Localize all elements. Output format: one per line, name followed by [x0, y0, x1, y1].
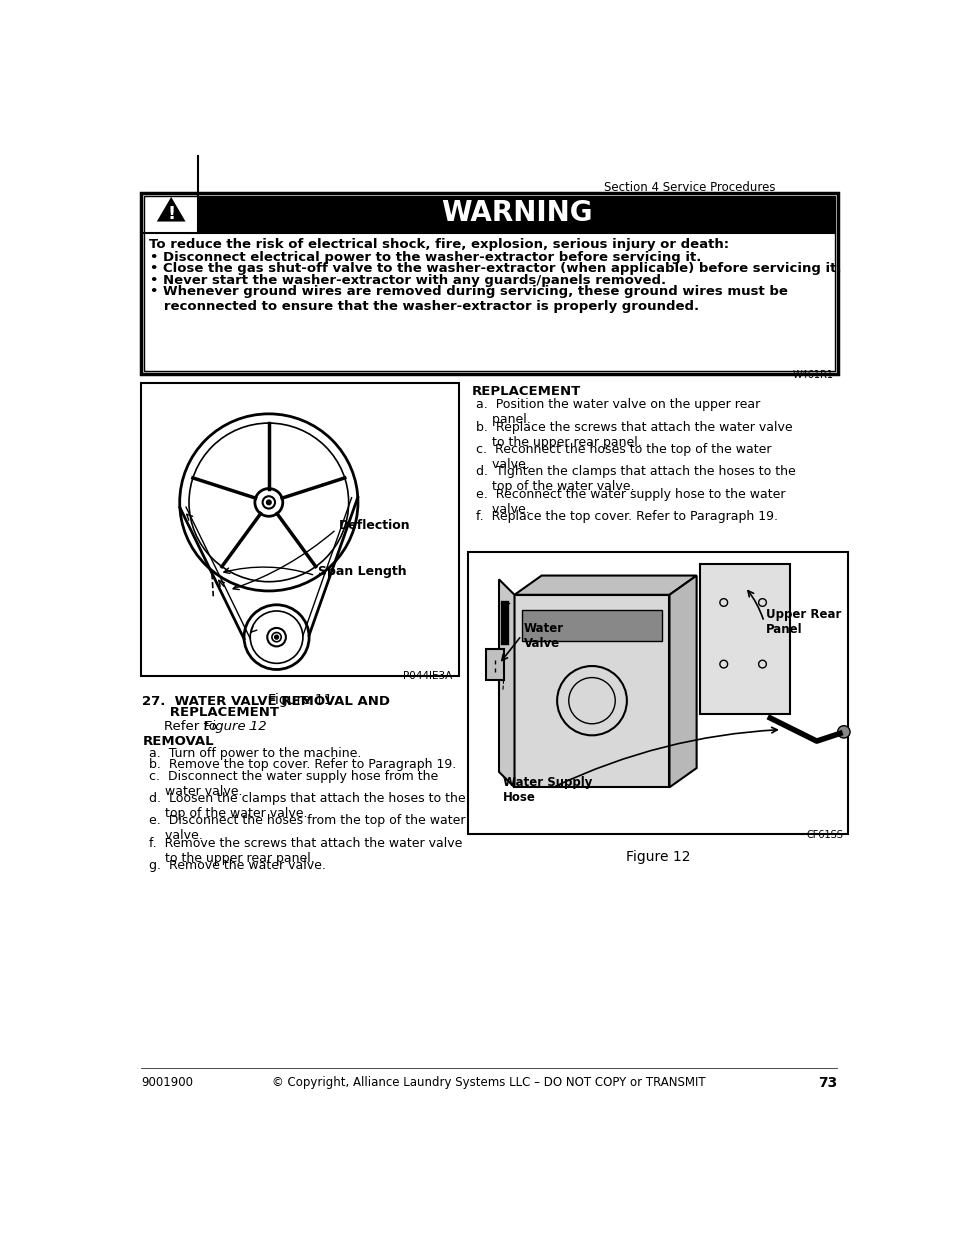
Text: • Disconnect electrical power to the washer-extractor before servicing it.: • Disconnect electrical power to the was…	[150, 251, 700, 263]
Text: • Close the gas shut-off valve to the washer-extractor (when applicable) before : • Close the gas shut-off valve to the wa…	[150, 262, 841, 275]
Text: a.  Turn off power to the machine.: a. Turn off power to the machine.	[149, 747, 360, 761]
Bar	[198, 196, 835, 233]
Text: Water Supply
Hose: Water Supply Hose	[502, 776, 592, 804]
Text: WARNING: WARNING	[440, 199, 592, 227]
Bar	[485, 648, 504, 679]
Text: !: !	[167, 205, 175, 224]
Text: REMOVAL: REMOVAL	[142, 735, 213, 748]
Text: Section 4 Service Procedures: Section 4 Service Procedures	[603, 180, 774, 194]
Text: Refer to: Refer to	[164, 720, 221, 732]
Text: Span Length: Span Length	[317, 566, 406, 578]
Text: b.  Remove the top cover. Refer to Paragraph 19.: b. Remove the top cover. Refer to Paragr…	[149, 758, 456, 772]
Circle shape	[274, 635, 278, 638]
Text: 27.  WATER VALVE REMOVAL AND: 27. WATER VALVE REMOVAL AND	[142, 695, 390, 708]
Text: Figure 12: Figure 12	[625, 851, 689, 864]
Text: d.  Tighten the clamps that attach the hoses to the
    top of the water valve.: d. Tighten the clamps that attach the ho…	[476, 466, 795, 494]
Text: .: .	[248, 720, 252, 732]
Text: Water
Valve: Water Valve	[523, 621, 563, 650]
Text: 73: 73	[817, 1076, 836, 1091]
Text: CF61SS: CF61SS	[805, 830, 842, 840]
Text: d.  Loosen the clamps that attach the hoses to the
    top of the water valve.: d. Loosen the clamps that attach the hos…	[149, 792, 465, 820]
Bar	[141, 383, 458, 676]
Text: c.  Disconnect the water supply hose from the
    water valve.: c. Disconnect the water supply hose from…	[149, 769, 437, 798]
Text: e.  Reconnect the water supply hose to the water
    valve.: e. Reconnect the water supply hose to th…	[476, 488, 784, 516]
Bar	[141, 193, 838, 374]
Circle shape	[254, 489, 282, 516]
Text: • Whenever ground wires are removed during servicing, these ground wires must be: • Whenever ground wires are removed duri…	[150, 285, 787, 314]
Text: Figure 12: Figure 12	[204, 720, 267, 732]
Text: f.  Remove the screws that attach the water valve
    to the upper rear panel.: f. Remove the screws that attach the wat…	[149, 836, 461, 864]
Text: W461R1: W461R1	[792, 370, 833, 380]
Text: P044IE3A: P044IE3A	[403, 671, 452, 680]
Text: 9001900: 9001900	[141, 1076, 193, 1089]
Bar	[700, 564, 789, 714]
Circle shape	[262, 496, 274, 509]
Text: Deflection: Deflection	[338, 519, 410, 532]
Text: b.  Replace the screws that attach the water valve
    to the upper rear panel.: b. Replace the screws that attach the wa…	[476, 421, 792, 448]
Circle shape	[272, 632, 281, 642]
Text: REPLACEMENT: REPLACEMENT	[472, 385, 580, 399]
Circle shape	[837, 726, 849, 739]
Text: REPLACEMENT: REPLACEMENT	[142, 706, 279, 720]
Polygon shape	[669, 576, 696, 787]
Text: To reduce the risk of electrical shock, fire, explosion, serious injury or death: To reduce the risk of electrical shock, …	[149, 237, 728, 251]
Text: c.  Reconnect the hoses to the top of the water
    valve.: c. Reconnect the hoses to the top of the…	[476, 443, 770, 471]
Circle shape	[266, 500, 271, 505]
Bar	[144, 196, 835, 370]
Circle shape	[267, 627, 286, 646]
Text: g.  Remove the water valve.: g. Remove the water valve.	[149, 858, 325, 872]
Text: e.  Disconnect the hoses from the top of the water
    valve.: e. Disconnect the hoses from the top of …	[149, 814, 465, 842]
Text: © Copyright, Alliance Laundry Systems LLC – DO NOT COPY or TRANSMIT: © Copyright, Alliance Laundry Systems LL…	[272, 1076, 705, 1089]
Text: Upper Rear
Panel: Upper Rear Panel	[765, 608, 841, 636]
Polygon shape	[158, 199, 184, 221]
Polygon shape	[498, 579, 514, 787]
Bar	[521, 610, 661, 641]
Bar	[514, 595, 669, 787]
Text: Figure 11: Figure 11	[267, 693, 332, 706]
Polygon shape	[514, 576, 696, 595]
Text: f.  Replace the top cover. Refer to Paragraph 19.: f. Replace the top cover. Refer to Parag…	[476, 510, 777, 524]
Text: a.  Position the water valve on the upper rear
    panel.: a. Position the water valve on the upper…	[476, 399, 760, 426]
Bar	[468, 552, 847, 834]
Text: • Never start the washer-extractor with any guards/panels removed.: • Never start the washer-extractor with …	[150, 274, 666, 287]
